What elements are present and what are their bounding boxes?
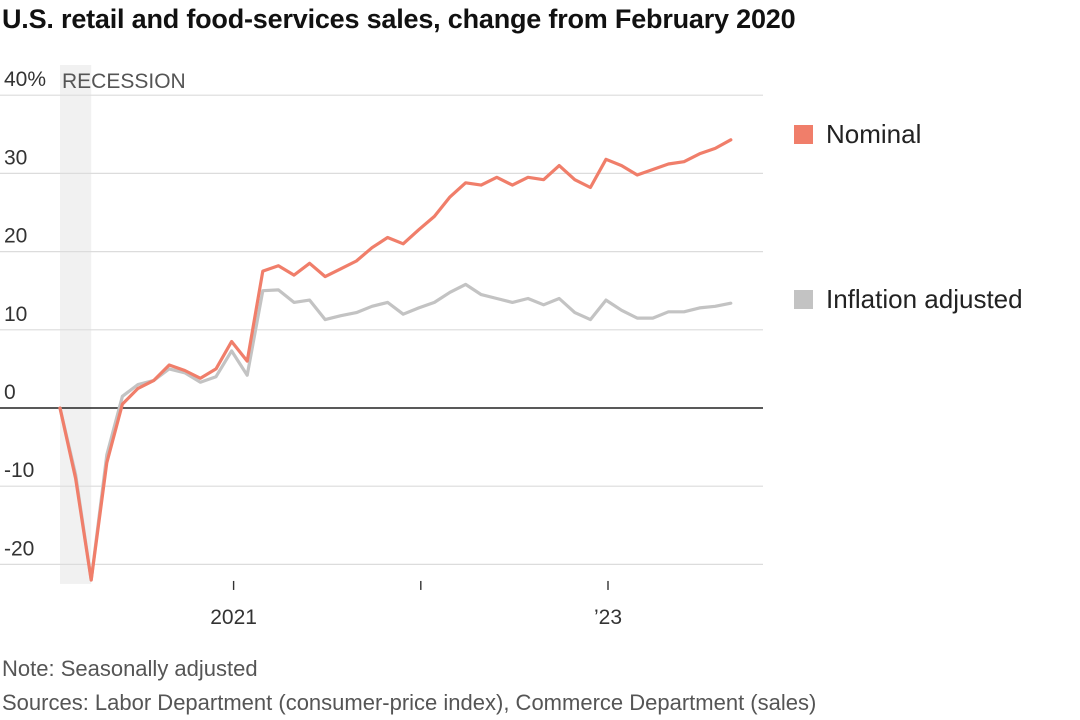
recession-band-layer: RECESSION — [60, 65, 186, 584]
y-axis-ticks: 40% 30 20 10 0 -10 -20 — [4, 68, 46, 560]
legend-swatch-nominal — [794, 125, 813, 144]
y-tick-label: 10 — [4, 303, 27, 326]
gridlines — [0, 94, 763, 566]
y-tick-label: 20 — [4, 225, 27, 248]
series-line-nominal — [58, 138, 733, 582]
sources-text: Sources: Labor Department (consumer-pric… — [2, 690, 817, 715]
legend-label-nominal: Nominal — [826, 119, 921, 149]
y-tick-label: 30 — [4, 146, 27, 169]
x-tick-label: 2021 — [210, 606, 257, 629]
x-tick-label: ’23 — [594, 606, 622, 629]
y-tick-label: 40% — [4, 68, 46, 91]
legend-swatch-inflation-adjusted — [794, 290, 813, 309]
note-text: Note: Seasonally adjusted — [2, 656, 258, 681]
y-tick-label: -10 — [4, 459, 34, 482]
legend: Nominal Inflation adjusted — [794, 119, 1023, 314]
y-tick-label: -20 — [4, 537, 34, 560]
legend-label-inflation-adjusted: Inflation adjusted — [826, 284, 1023, 314]
y-tick-label: 0 — [4, 381, 16, 404]
recession-band — [60, 65, 92, 584]
series-line-inflation-adjusted — [58, 282, 733, 582]
chart-title: U.S. retail and food-services sales, cha… — [2, 4, 796, 34]
x-axis-ticks: 2021 ’23 — [210, 580, 622, 629]
recession-label: RECESSION — [62, 70, 186, 93]
series-lines — [58, 138, 733, 582]
line-chart: RECESSION 40% 30 20 10 0 -10 -20 2021 ’23 Nomin… — [0, 65, 1023, 629]
